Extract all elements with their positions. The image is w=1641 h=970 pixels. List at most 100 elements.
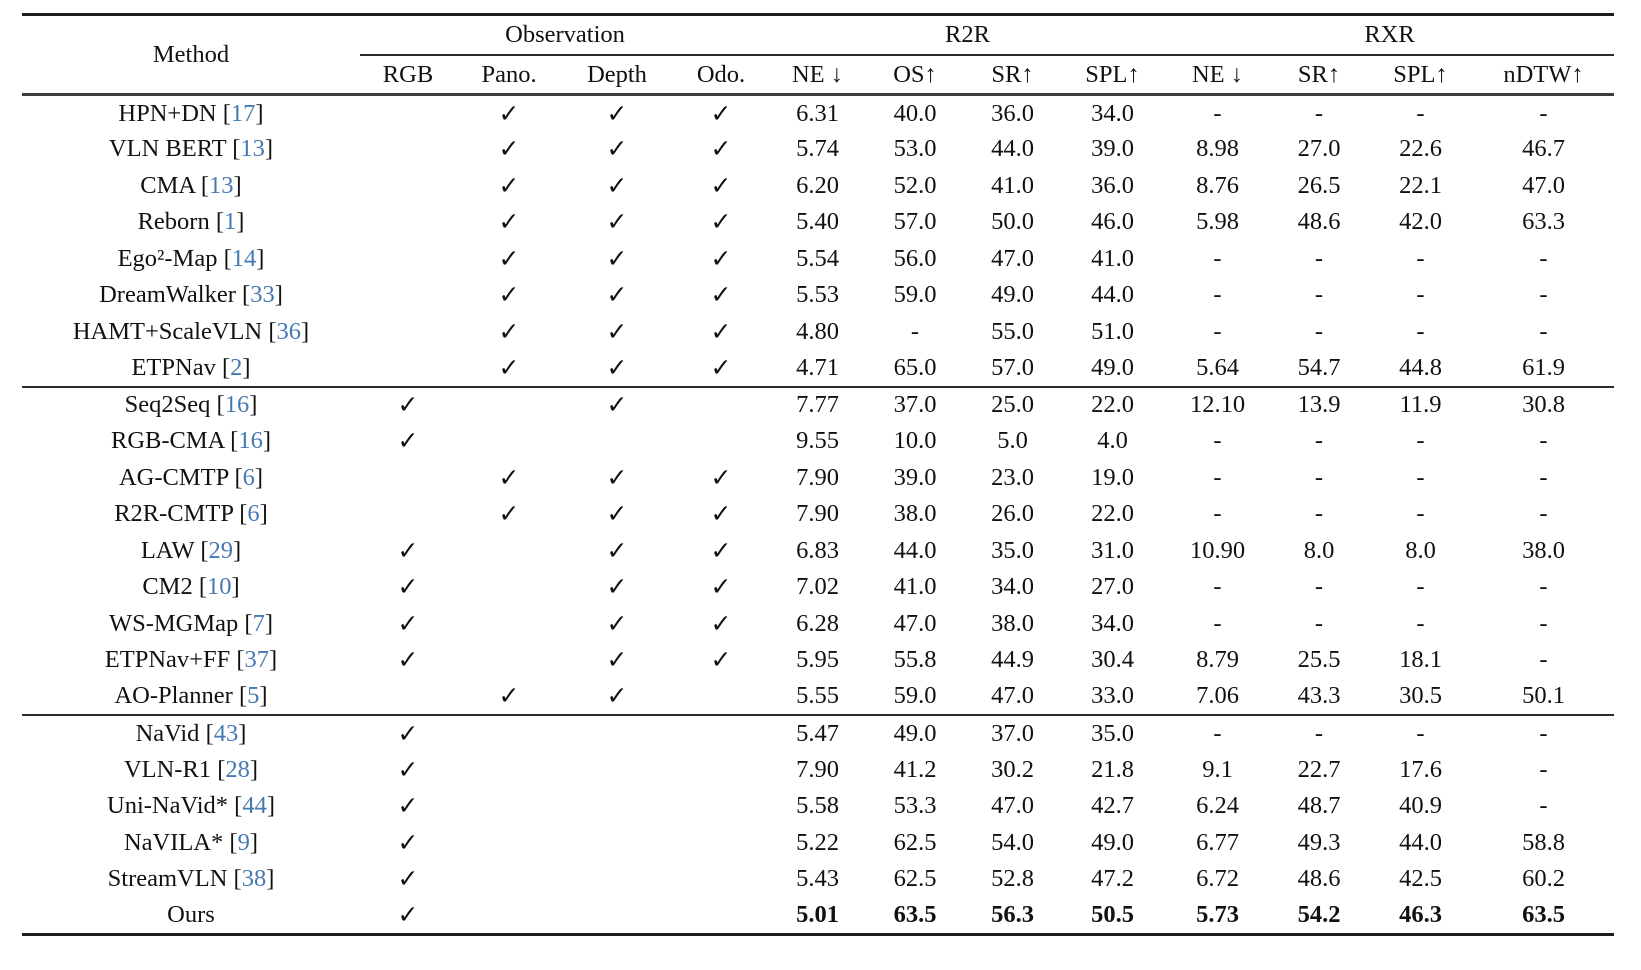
metric-value: 41.0 <box>991 171 1034 199</box>
metric-value: 6.72 <box>1196 865 1239 893</box>
metric-value: 55.8 <box>893 646 937 674</box>
metric-value: 63.5 <box>893 901 937 928</box>
column-header-method: Method <box>22 14 360 96</box>
metric-value: 25.5 <box>1297 646 1341 674</box>
metric-value: 38.0 <box>893 500 937 528</box>
citation-link[interactable]: 17 <box>230 99 256 127</box>
citation-link[interactable]: 37 <box>244 646 270 674</box>
empty-cell <box>562 423 672 460</box>
empty-cell <box>456 825 562 862</box>
citation-link[interactable]: 2 <box>230 353 243 381</box>
metric-value: 54.2 <box>1297 901 1341 928</box>
column-header-r2r-os: OS↑ <box>865 55 965 96</box>
method-cell: R2R-CMTP [6] <box>114 500 268 528</box>
table-section-3: NaVid [43] ✓ 5.47 49.0 37.0 35.0- - - - VLN-R1 [2… <box>22 715 1615 935</box>
checkmark-icon: ✓ <box>397 720 419 748</box>
metric-value: 13.9 <box>1297 391 1341 419</box>
metric-value: 4.80 <box>796 317 839 345</box>
metric-value: - <box>1539 609 1548 637</box>
citation-link[interactable]: 16 <box>224 391 250 419</box>
metric-value: - <box>1416 281 1425 309</box>
checkmark-icon: ✓ <box>710 136 732 164</box>
table-row: HPN+DN [17] ✓ ✓ ✓ 6.31 40.0 36.0 34.0 - - - - <box>22 95 1614 132</box>
metric-value: - <box>1213 317 1222 345</box>
checkmark-icon: ✓ <box>606 464 628 492</box>
method-name: VLN-R1 <box>123 755 212 783</box>
table-row: NaVid [43] ✓ 5.47 49.0 37.0 35.0 - - - - <box>22 715 1614 752</box>
method-name: ETPNav <box>131 353 216 381</box>
checkmark-icon: ✓ <box>606 209 628 237</box>
citation-link[interactable]: 38 <box>241 865 267 893</box>
metric-value: 30.2 <box>991 755 1034 783</box>
method-name: CM2 <box>142 573 193 601</box>
metric-value: 38.0 <box>991 609 1034 637</box>
metric-value: 44.8 <box>1399 353 1442 381</box>
column-group-r2r: R2R <box>770 14 1165 56</box>
metric-value: 18.1 <box>1399 646 1442 674</box>
checkmark-icon: ✓ <box>498 209 520 237</box>
metric-value: 5.64 <box>1196 353 1239 381</box>
citation-link[interactable]: 28 <box>225 755 250 783</box>
metric-value: - <box>1539 573 1548 601</box>
metric-value: 53.0 <box>893 135 937 163</box>
method-cell: Seq2Seq [16] <box>124 391 258 419</box>
metric-value: 22.0 <box>1091 391 1134 419</box>
metric-value: - <box>1416 573 1425 601</box>
column-header-rxr-spl: SPL↑ <box>1368 55 1473 96</box>
citation-link[interactable]: 13 <box>240 135 265 163</box>
checkmark-icon: ✓ <box>710 209 732 237</box>
empty-cell <box>456 898 562 935</box>
metric-value: - <box>1539 99 1548 127</box>
citation-link[interactable]: 5 <box>247 682 260 710</box>
method-name: VLN BERT <box>108 135 227 163</box>
citation-link[interactable]: 6 <box>247 500 260 528</box>
citation-link[interactable]: 7 <box>252 609 265 637</box>
metric-value: 60.2 <box>1522 865 1565 893</box>
citation-link[interactable]: 43 <box>213 719 239 747</box>
citation-link[interactable]: 10 <box>207 573 232 601</box>
citation-link[interactable]: 44 <box>242 792 267 820</box>
column-header-r2r-sr: SR↑ <box>965 55 1060 96</box>
method-name: AG-CMTP <box>118 463 229 491</box>
empty-cell <box>562 825 672 862</box>
citation-link[interactable]: 6 <box>242 463 255 491</box>
method-cell: DreamWalker [33] <box>99 281 283 309</box>
metric-value: - <box>1314 463 1324 491</box>
metric-value: 44.9 <box>991 646 1034 674</box>
citation-link[interactable]: 9 <box>237 828 250 856</box>
citation-link[interactable]: 14 <box>231 244 257 272</box>
citation-link[interactable]: 13 <box>209 171 234 199</box>
metric-value: 9.1 <box>1202 755 1233 783</box>
metric-value: 27.0 <box>1297 135 1341 163</box>
method-cell: AO-Planner [5] <box>114 682 268 710</box>
metric-value: 5.22 <box>796 828 839 856</box>
metric-value: - <box>1314 317 1324 345</box>
checkmark-icon: ✓ <box>397 610 419 638</box>
column-header-r2r-spl: SPL↑ <box>1060 55 1165 96</box>
metric-value: 33.0 <box>1091 682 1134 710</box>
metric-value: 23.0 <box>991 463 1034 491</box>
metric-value: - <box>1416 463 1425 491</box>
metric-value: 5.55 <box>796 682 839 710</box>
metric-value: 43.3 <box>1297 682 1341 710</box>
citation-link[interactable]: 29 <box>208 536 234 564</box>
empty-cell <box>672 861 770 898</box>
citation-link[interactable]: 36 <box>276 317 302 345</box>
checkmark-icon: ✓ <box>498 501 520 529</box>
metric-value: 42.7 <box>1091 792 1134 820</box>
method-cell: WS-MGMap [7] <box>108 609 273 637</box>
metric-value: 6.77 <box>1196 828 1239 856</box>
metric-value: 48.7 <box>1297 792 1341 820</box>
metric-value: - <box>1416 609 1425 637</box>
metric-value: 27.0 <box>1091 573 1134 601</box>
citation-link[interactable]: 33 <box>250 281 275 309</box>
citation-link[interactable]: 16 <box>238 427 263 455</box>
checkmark-icon: ✓ <box>606 501 628 529</box>
checkmark-icon: ✓ <box>397 866 419 894</box>
empty-cell <box>360 350 456 387</box>
empty-cell <box>456 715 562 752</box>
empty-cell <box>360 496 456 533</box>
metric-value: 39.0 <box>893 463 937 491</box>
citation-link[interactable]: 1 <box>224 208 237 236</box>
method-name: NaVILA* <box>123 828 224 856</box>
